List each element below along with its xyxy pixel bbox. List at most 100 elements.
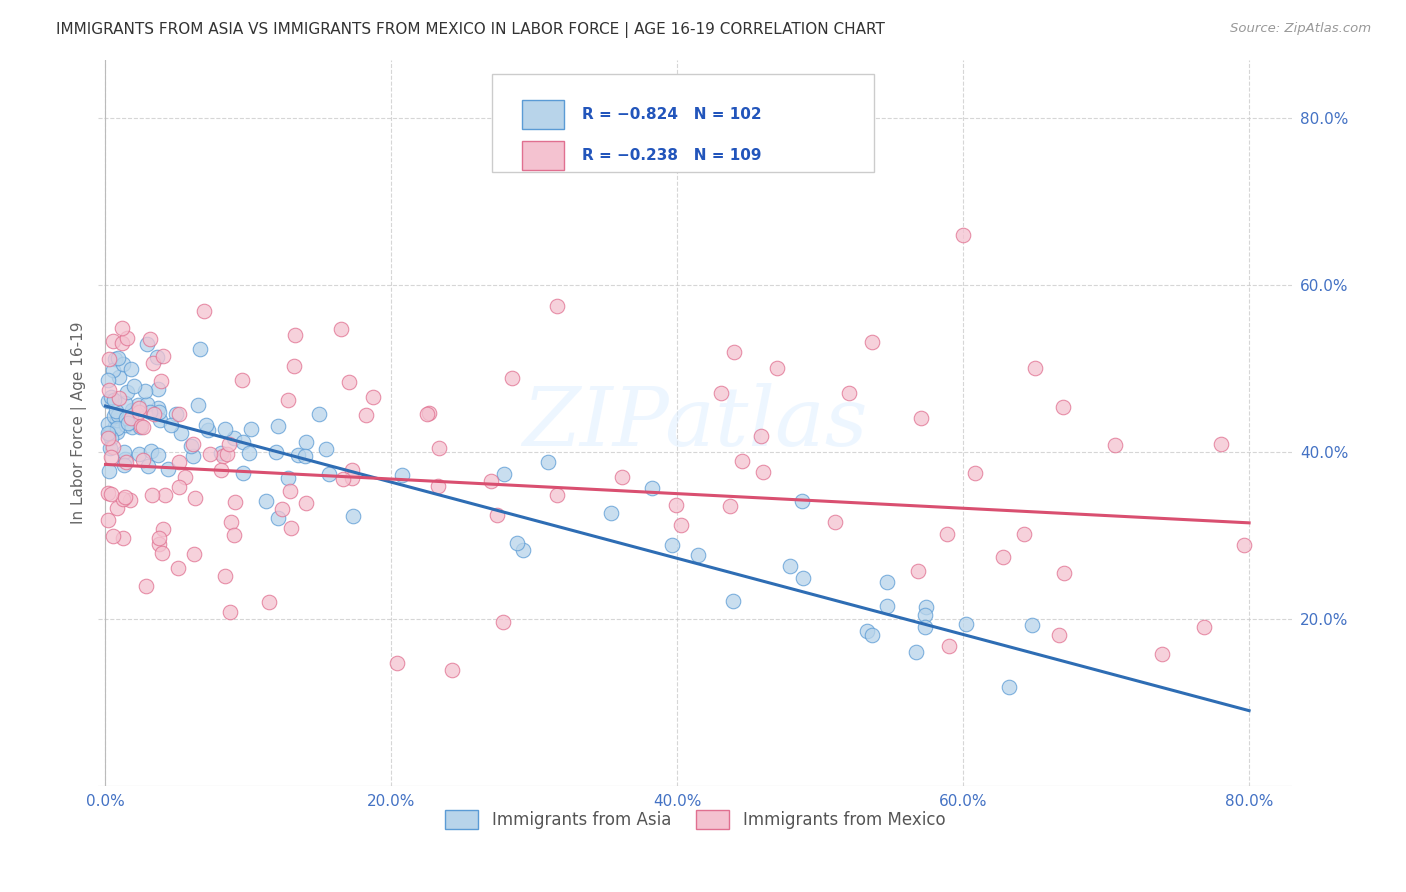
Point bbox=[160, 417, 183, 432]
Point bbox=[936, 526, 959, 541]
Point bbox=[938, 639, 960, 653]
Point bbox=[915, 600, 938, 615]
Point bbox=[537, 454, 560, 468]
Point bbox=[98, 442, 121, 456]
Point bbox=[215, 447, 238, 461]
Point bbox=[254, 493, 277, 508]
Point bbox=[271, 501, 294, 516]
Point bbox=[512, 542, 534, 557]
Point bbox=[136, 337, 159, 351]
Point bbox=[169, 455, 191, 469]
Point bbox=[132, 419, 155, 434]
Point bbox=[148, 537, 170, 551]
Point bbox=[340, 471, 363, 485]
FancyBboxPatch shape bbox=[522, 100, 564, 128]
Point bbox=[128, 401, 150, 416]
Point bbox=[418, 406, 440, 420]
Point bbox=[506, 536, 529, 550]
Point bbox=[308, 407, 330, 421]
Point bbox=[115, 455, 138, 469]
Point bbox=[101, 334, 124, 348]
Point bbox=[166, 561, 188, 575]
Point bbox=[105, 421, 128, 435]
Point bbox=[546, 299, 568, 313]
Point bbox=[114, 395, 136, 409]
Point bbox=[766, 361, 789, 376]
Point bbox=[330, 322, 353, 336]
Point bbox=[257, 595, 280, 609]
Point bbox=[101, 363, 124, 377]
Point bbox=[139, 405, 162, 419]
Point bbox=[142, 356, 165, 370]
Point bbox=[120, 492, 142, 507]
Point bbox=[277, 393, 299, 408]
Point bbox=[231, 373, 253, 387]
Point bbox=[221, 515, 243, 529]
Point bbox=[641, 481, 664, 495]
Point bbox=[267, 418, 290, 433]
Point bbox=[723, 593, 745, 607]
Point bbox=[165, 407, 187, 421]
Point bbox=[112, 532, 135, 546]
Point bbox=[115, 417, 138, 432]
Point bbox=[117, 331, 139, 345]
Point bbox=[600, 506, 623, 520]
Point bbox=[318, 467, 340, 481]
Point bbox=[224, 528, 246, 542]
Point bbox=[294, 449, 316, 463]
Point bbox=[232, 466, 254, 480]
Point bbox=[749, 429, 772, 443]
Point bbox=[105, 404, 128, 418]
Point bbox=[167, 407, 190, 421]
Point bbox=[129, 419, 152, 434]
Point bbox=[266, 511, 288, 525]
Point bbox=[111, 491, 134, 506]
Point bbox=[855, 624, 877, 639]
Point bbox=[340, 463, 363, 477]
Legend: Immigrants from Asia, Immigrants from Mexico: Immigrants from Asia, Immigrants from Me… bbox=[439, 803, 952, 836]
Point bbox=[114, 451, 136, 466]
Point bbox=[860, 334, 883, 349]
Point bbox=[104, 352, 127, 367]
Point bbox=[128, 405, 150, 419]
Point bbox=[280, 521, 302, 535]
Point bbox=[135, 396, 157, 410]
Point bbox=[98, 464, 121, 478]
Point bbox=[101, 440, 124, 454]
Point bbox=[1150, 647, 1173, 661]
Point bbox=[688, 548, 710, 562]
Point bbox=[669, 518, 692, 533]
Point bbox=[97, 425, 120, 440]
Point bbox=[97, 513, 120, 527]
Point bbox=[1209, 436, 1232, 450]
Point bbox=[790, 493, 813, 508]
Point bbox=[391, 467, 413, 482]
Point bbox=[195, 418, 218, 433]
Point bbox=[117, 416, 139, 430]
Point bbox=[264, 445, 287, 459]
Point bbox=[180, 438, 202, 452]
Point bbox=[104, 418, 127, 433]
Point bbox=[1052, 400, 1074, 414]
Point bbox=[121, 420, 143, 434]
Point bbox=[103, 392, 125, 407]
Point bbox=[914, 620, 936, 634]
Point bbox=[97, 486, 120, 500]
Point bbox=[135, 578, 157, 592]
Point bbox=[183, 449, 205, 463]
Point bbox=[1014, 527, 1036, 541]
FancyBboxPatch shape bbox=[492, 74, 875, 172]
Point bbox=[146, 350, 169, 364]
Point bbox=[112, 458, 135, 472]
Point bbox=[1192, 620, 1215, 634]
Point bbox=[427, 442, 450, 456]
Point bbox=[146, 383, 169, 397]
Point bbox=[224, 495, 246, 509]
Point bbox=[101, 529, 124, 543]
Point bbox=[720, 499, 742, 513]
Point bbox=[187, 398, 209, 412]
Point bbox=[214, 569, 236, 583]
Point bbox=[1021, 618, 1043, 632]
Point bbox=[332, 472, 354, 486]
Point bbox=[181, 436, 204, 450]
